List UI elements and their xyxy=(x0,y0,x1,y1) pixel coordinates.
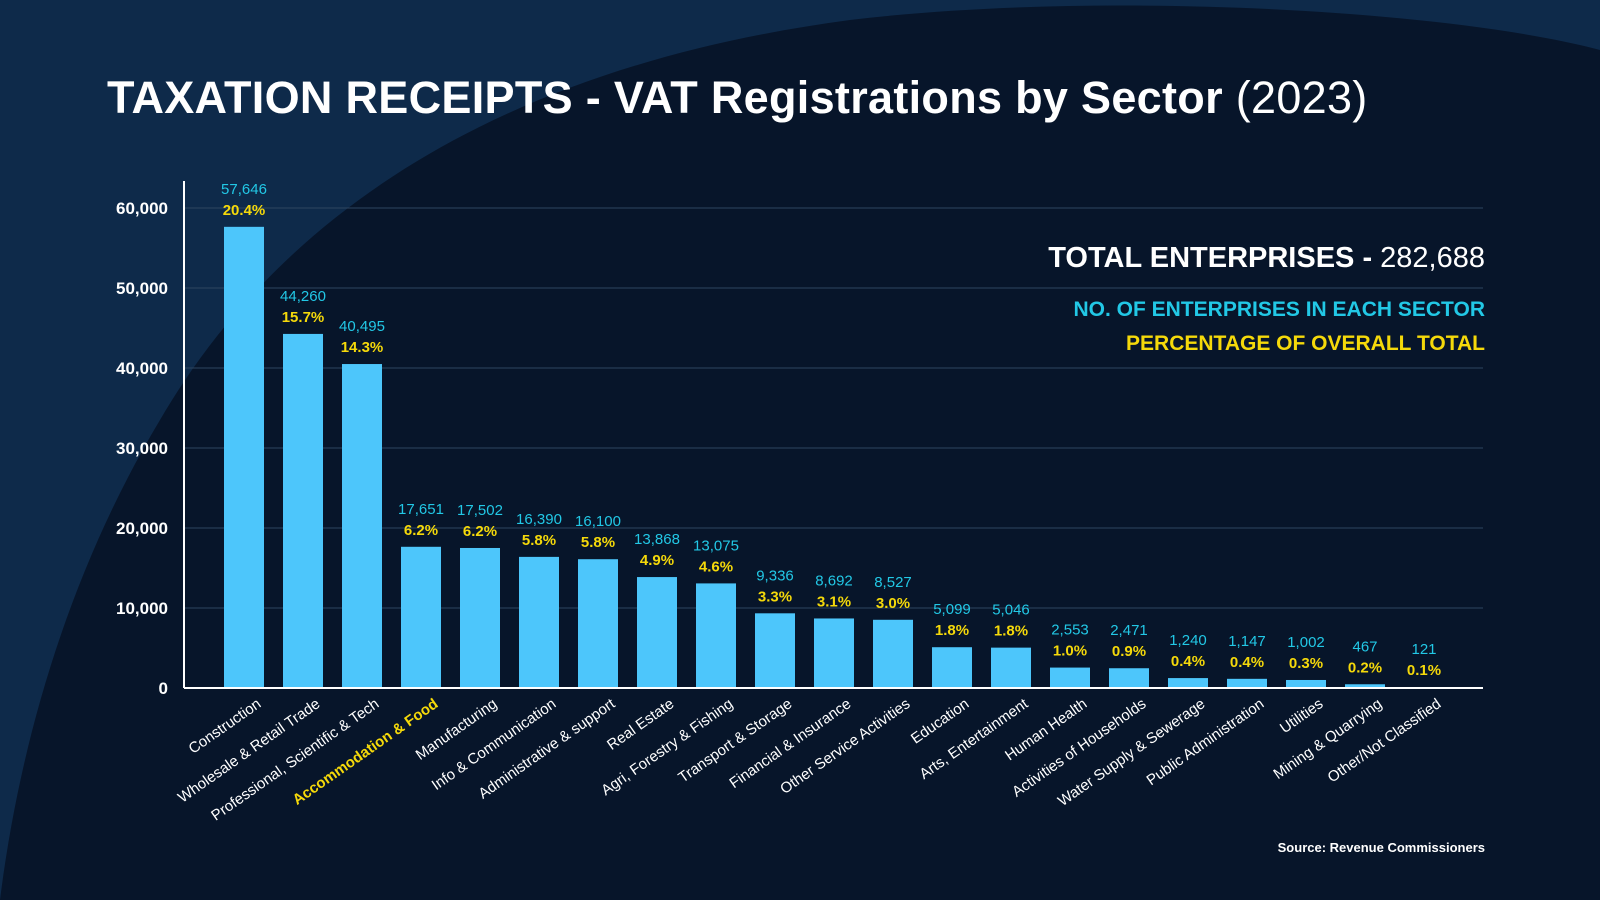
bar xyxy=(1109,668,1149,688)
bar xyxy=(401,546,441,688)
bar-value-label: 2,471 xyxy=(1110,622,1148,639)
bar xyxy=(932,647,972,688)
source-note: Source: Revenue Commissioners xyxy=(1277,840,1485,855)
bar-value-label: 121 xyxy=(1411,641,1436,658)
bar-percent-label: 1.8% xyxy=(994,623,1028,640)
y-tick-label: 20,000 xyxy=(116,519,168,538)
bars-layer xyxy=(224,226,1444,688)
bar-value-label: 9,336 xyxy=(756,567,794,584)
total-enterprises: TOTAL ENTERPRISES - 282,688 xyxy=(1048,242,1485,275)
bar-percent-label: 5.8% xyxy=(522,532,556,549)
bar-percent-label: 0.1% xyxy=(1407,662,1441,679)
x-category-label: Utilities xyxy=(1277,695,1326,737)
bar-percent-label: 3.1% xyxy=(817,593,851,610)
bar-percent-label: 6.2% xyxy=(463,523,497,540)
title-year: (2023) xyxy=(1235,72,1368,123)
bar-value-label: 16,100 xyxy=(575,513,621,530)
bar-value-label: 8,692 xyxy=(815,572,853,589)
bar xyxy=(991,647,1031,688)
legend-enterprise-count: NO. OF ENTERPRISES IN EACH SECTOR xyxy=(1073,298,1486,321)
bar-percent-label: 1.0% xyxy=(1053,643,1087,660)
x-category-label: Arts, Entertainment xyxy=(916,695,1032,783)
bar-percent-label: 3.3% xyxy=(758,588,792,605)
grid-layer xyxy=(184,207,1483,609)
bar xyxy=(1345,684,1385,688)
bar xyxy=(814,618,854,688)
bar xyxy=(460,547,500,688)
bar-value-label: 5,046 xyxy=(992,602,1030,619)
bar-percent-label: 0.2% xyxy=(1348,659,1382,676)
bar-percent-label: 0.3% xyxy=(1289,655,1323,672)
bar xyxy=(1286,679,1326,688)
bar xyxy=(578,559,618,688)
bar-value-label: 1,240 xyxy=(1169,632,1207,649)
bar-value-label: 13,868 xyxy=(634,531,680,548)
bar xyxy=(696,583,736,688)
bar-percent-label: 14.3% xyxy=(341,339,384,356)
bar-percent-label: 4.6% xyxy=(699,558,733,575)
bar-percent-label: 0.4% xyxy=(1230,654,1264,671)
y-tick-label: 50,000 xyxy=(116,279,168,298)
bar-percent-label: 5.8% xyxy=(581,534,615,551)
bar-value-label: 1,002 xyxy=(1287,634,1325,651)
bar-percent-label: 6.2% xyxy=(404,522,438,539)
bar xyxy=(755,613,795,688)
bar-value-label: 17,502 xyxy=(457,502,503,519)
bar xyxy=(637,577,677,688)
bar-percent-label: 0.9% xyxy=(1112,643,1146,660)
title-main: TAXATION RECEIPTS - VAT Registrations by… xyxy=(107,72,1223,123)
bar xyxy=(519,556,559,688)
data-labels-layer: 57,646 20.4% 44,260 15.7% 40,495 14.3% 17,651 6… xyxy=(221,181,1441,679)
legend-percentage: PERCENTAGE OF OVERALL TOTAL xyxy=(1126,332,1485,355)
y-tick-label: 0 xyxy=(159,679,168,698)
bar-value-label: 5,099 xyxy=(933,601,971,618)
bar xyxy=(1227,678,1267,688)
bar-percent-label: 15.7% xyxy=(282,309,325,326)
bar-value-label: 13,075 xyxy=(693,537,739,554)
bar-value-label: 8,527 xyxy=(874,574,912,591)
y-tick-label: 10,000 xyxy=(116,599,168,618)
total-enterprises-label: TOTAL ENTERPRISES - xyxy=(1048,242,1373,274)
y-tick-label: 40,000 xyxy=(116,359,168,378)
bar-value-label: 1,147 xyxy=(1228,633,1266,650)
y-tick-labels: 0 10,000 20,000 30,000 40,000 50,000 60,000 xyxy=(116,199,168,698)
bar-percent-label: 4.9% xyxy=(640,552,674,569)
bar xyxy=(1050,667,1090,688)
bar-percent-label: 0.4% xyxy=(1171,653,1205,670)
bar xyxy=(873,619,913,688)
bar-value-label: 44,260 xyxy=(280,288,326,305)
bar-percent-label: 3.0% xyxy=(876,595,910,612)
bar xyxy=(283,333,323,688)
bar xyxy=(1168,678,1208,688)
bar-value-label: 57,646 xyxy=(221,181,267,198)
total-enterprises-value: 282,688 xyxy=(1380,242,1485,274)
bar-value-label: 40,495 xyxy=(339,318,385,335)
bar-percent-label: 20.4% xyxy=(223,202,266,219)
bar xyxy=(224,226,264,688)
y-tick-label: 60,000 xyxy=(116,199,168,218)
bar-percent-label: 1.8% xyxy=(935,622,969,639)
page-title: TAXATION RECEIPTS - VAT Registrations by… xyxy=(107,72,1368,124)
bar-value-label: 467 xyxy=(1352,638,1377,655)
bar-value-label: 16,390 xyxy=(516,511,562,528)
bar xyxy=(342,364,382,688)
bar-value-label: 17,651 xyxy=(398,501,444,518)
bar-value-label: 2,553 xyxy=(1051,622,1089,639)
y-tick-label: 30,000 xyxy=(116,439,168,458)
